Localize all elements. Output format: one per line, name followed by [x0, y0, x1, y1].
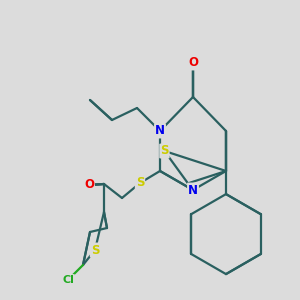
Text: N: N: [155, 124, 165, 137]
Text: S: S: [136, 176, 144, 190]
Text: O: O: [188, 56, 198, 70]
Text: N: N: [188, 184, 198, 196]
Text: S: S: [160, 145, 169, 158]
Text: S: S: [91, 244, 99, 256]
Text: Cl: Cl: [62, 275, 74, 285]
Text: O: O: [84, 178, 94, 191]
